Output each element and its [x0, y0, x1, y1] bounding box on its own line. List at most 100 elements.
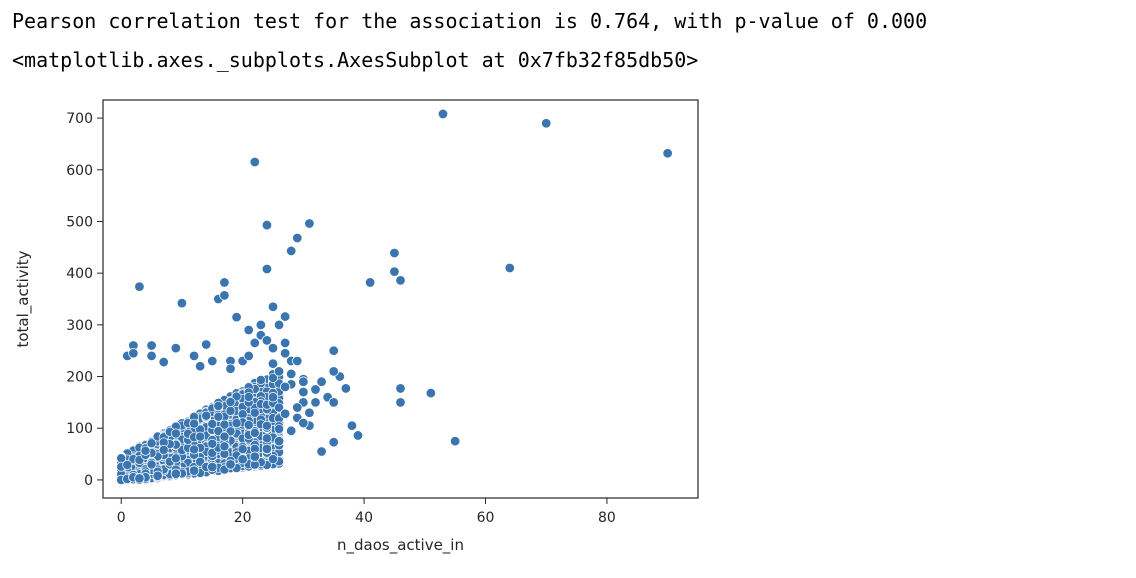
scatter-point — [231, 418, 242, 429]
scatter-point — [225, 397, 236, 407]
x-tick-label: 80 — [598, 510, 616, 526]
scatter-point — [268, 454, 278, 465]
y-tick-label: 0 — [84, 473, 93, 489]
scatter-point — [292, 232, 303, 244]
scatter-point — [261, 443, 273, 455]
scatter-point — [158, 445, 169, 455]
scatter-point — [170, 342, 182, 354]
scatter-point — [243, 392, 254, 402]
scatter-point — [316, 376, 327, 387]
scatter-point — [225, 405, 236, 416]
x-tick-label: 40 — [355, 510, 373, 526]
scatter-point — [249, 156, 260, 168]
scatter-point — [352, 430, 364, 441]
scatter-point — [268, 372, 278, 383]
scatter-point — [219, 431, 230, 442]
scatter-point — [237, 444, 248, 455]
scatter-point — [146, 350, 157, 362]
scatter-point — [279, 348, 291, 359]
scatter-point — [437, 108, 449, 120]
points-layer — [116, 108, 673, 486]
axes-repr-text: <matplotlib.axes._subplots.AxesSubplot a… — [12, 48, 699, 72]
scatter-point — [541, 118, 552, 129]
scatter-point — [140, 445, 151, 456]
scatter-point — [340, 383, 352, 394]
scatter-point — [189, 418, 200, 429]
scatter-point — [243, 420, 254, 430]
scatter-point — [146, 340, 157, 351]
scatter-point — [225, 363, 236, 374]
y-tick-label: 400 — [66, 266, 93, 282]
y-ticks: 0 100 200 300 400 500 600 700 — [66, 111, 103, 489]
scatter-point — [249, 337, 260, 349]
scatter-point — [274, 402, 285, 413]
scatter-point — [292, 355, 303, 367]
scatter-point — [273, 435, 285, 447]
scatter-point — [328, 397, 339, 408]
scatter-point — [243, 350, 254, 362]
scatter-point — [189, 444, 200, 455]
scatter-point — [194, 360, 206, 372]
scatter-point — [504, 262, 515, 274]
scatter-point — [279, 381, 291, 393]
scatter-point — [304, 218, 315, 229]
scatter-point — [267, 358, 279, 369]
scatter-point — [346, 420, 358, 431]
scatter-point — [207, 355, 218, 367]
scatter-point — [255, 319, 267, 331]
scatter-point — [255, 375, 266, 385]
scatter-point — [201, 339, 212, 350]
scatter-point — [298, 386, 309, 398]
scatter-point — [425, 387, 437, 399]
scatter-point — [298, 417, 309, 429]
scatter-point — [219, 441, 230, 452]
scatter-point — [310, 384, 321, 395]
y-tick-label: 600 — [66, 163, 93, 179]
scatter-point — [662, 148, 673, 159]
scatter-point — [395, 383, 406, 394]
scatter-point — [261, 420, 272, 431]
scatter-point — [279, 408, 291, 419]
y-tick-label: 300 — [66, 318, 93, 334]
y-tick-label: 200 — [66, 370, 93, 386]
scatter-point — [146, 459, 157, 470]
scatter-point — [134, 281, 145, 292]
scatter-point — [261, 335, 273, 346]
scatter-point — [146, 438, 157, 449]
scatter-point — [279, 311, 291, 322]
scatter-point — [122, 460, 133, 470]
scatter-point — [328, 366, 339, 377]
scatter-point — [249, 407, 260, 418]
scatter-point — [231, 311, 242, 323]
scatter-point — [267, 392, 279, 403]
scatter-point — [449, 435, 461, 447]
scatter-point — [316, 446, 327, 457]
scatter-point — [201, 410, 212, 421]
scatter-point — [261, 219, 273, 231]
scatter-point — [207, 419, 218, 429]
scatter-point — [134, 473, 145, 484]
scatter-point — [267, 342, 279, 354]
y-axis-label: total_activity — [14, 250, 33, 347]
scatter-point — [237, 454, 248, 465]
scatter-point — [364, 277, 376, 288]
scatter-point — [128, 348, 139, 359]
scatter-point — [328, 436, 339, 448]
scatter-point — [292, 402, 303, 413]
scatter-point — [298, 376, 309, 387]
scatter-point — [286, 368, 297, 380]
y-tick-label: 700 — [66, 111, 93, 127]
scatter-point — [389, 266, 400, 277]
scatter-point — [389, 247, 400, 259]
scatter-point — [243, 324, 254, 336]
scatter-point — [158, 356, 169, 368]
scatter-point — [170, 453, 181, 464]
scatter-point — [261, 263, 273, 275]
scatter-point — [273, 366, 285, 377]
scatter-point — [207, 438, 218, 449]
scatter-point — [219, 290, 230, 301]
scatter-point — [261, 433, 272, 444]
scatter-point — [249, 427, 260, 438]
scatter-point — [188, 350, 200, 362]
scatter-point — [395, 397, 406, 408]
